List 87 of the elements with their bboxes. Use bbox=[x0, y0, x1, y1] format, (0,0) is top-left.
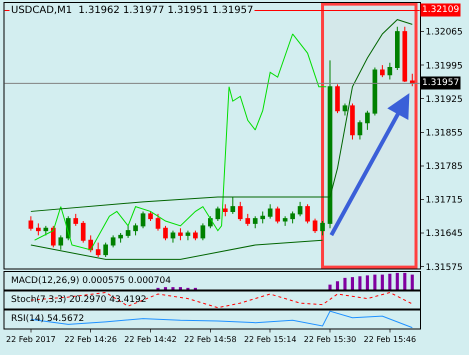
candlestick bbox=[43, 225, 48, 236]
candlestick bbox=[275, 206, 280, 224]
candlestick bbox=[126, 225, 130, 238]
candlestick bbox=[133, 222, 138, 236]
bar bbox=[388, 274, 392, 290]
bar bbox=[366, 275, 369, 290]
candlestick bbox=[200, 222, 206, 241]
candlestick bbox=[118, 232, 123, 244]
candlestick bbox=[28, 216, 34, 232]
candlestick bbox=[365, 110, 370, 130]
candlestick bbox=[80, 220, 86, 244]
x-tick-label: 22 Feb 2017 bbox=[6, 335, 56, 344]
candlestick bbox=[372, 67, 378, 116]
candlestick bbox=[328, 60, 332, 229]
y-tick-label: 1.31925 bbox=[426, 94, 463, 105]
candlestick bbox=[50, 225, 56, 248]
y-tick-label: 1.31785 bbox=[426, 162, 463, 172]
y-tick-label: 1.31575 bbox=[426, 262, 463, 273]
candlestick bbox=[58, 234, 64, 250]
bar bbox=[396, 272, 399, 290]
candlestick bbox=[298, 201, 302, 217]
candlestick bbox=[96, 242, 101, 258]
x-tick-label: 22 Feb 15:46 bbox=[364, 335, 416, 344]
candlestick bbox=[358, 120, 362, 140]
candlestick bbox=[335, 84, 340, 114]
line-series bbox=[30, 19, 413, 212]
line-series bbox=[34, 33, 327, 250]
candlestick bbox=[36, 222, 41, 236]
candlestick bbox=[305, 204, 310, 224]
candlestick bbox=[73, 213, 78, 226]
bar bbox=[336, 281, 340, 290]
candlestick bbox=[380, 64, 385, 78]
bar bbox=[171, 287, 175, 290]
bar bbox=[403, 272, 406, 290]
candlestick bbox=[260, 210, 266, 224]
candlestick bbox=[140, 210, 146, 229]
bar bbox=[373, 274, 376, 290]
x-tick-label: 22 Feb 15:30 bbox=[304, 335, 356, 344]
bar bbox=[358, 276, 362, 290]
chart-title: RSI(14) 54.5672 bbox=[11, 314, 84, 324]
bar bbox=[178, 287, 182, 290]
candlestick bbox=[186, 230, 190, 241]
bar bbox=[410, 274, 414, 290]
bar bbox=[380, 274, 384, 290]
ref-line-label: 1.32109 bbox=[422, 5, 460, 15]
y-tick-label: 1.31645 bbox=[426, 229, 463, 240]
candlestick bbox=[388, 62, 392, 80]
bar bbox=[328, 284, 332, 290]
candlestick bbox=[148, 210, 153, 222]
candlestick bbox=[394, 26, 400, 70]
candlestick bbox=[238, 201, 243, 222]
chart-title: MACD(12,26,9) 0.000575 0.000704 bbox=[11, 276, 172, 286]
candlestick bbox=[170, 230, 176, 244]
candlestick bbox=[163, 225, 168, 241]
candlestick bbox=[320, 220, 325, 236]
candlestick bbox=[350, 103, 355, 140]
candlestick bbox=[402, 26, 408, 82]
x-tick-label: 22 Feb 14:26 bbox=[64, 335, 117, 344]
candlestick bbox=[410, 73, 415, 87]
x-tick-label: 22 Feb 14:58 bbox=[184, 335, 237, 344]
candlestick bbox=[216, 206, 220, 222]
candlestick bbox=[230, 196, 236, 214]
bar bbox=[164, 287, 168, 290]
candlestick bbox=[252, 216, 258, 229]
candlestick bbox=[290, 210, 295, 224]
y-tick-label: 1.31855 bbox=[426, 128, 463, 138]
ref-line-label: 1.31957 bbox=[422, 78, 460, 88]
candlestick bbox=[103, 242, 108, 258]
bar bbox=[350, 277, 354, 290]
candlestick bbox=[342, 103, 348, 116]
x-tick-label: 22 Feb 14:42 bbox=[124, 335, 177, 344]
candlestick bbox=[282, 216, 288, 226]
bar bbox=[343, 278, 347, 290]
y-tick-label: 1.32065 bbox=[426, 28, 463, 38]
candlestick bbox=[110, 234, 116, 248]
candlestick bbox=[245, 213, 250, 226]
candlestick bbox=[156, 213, 160, 232]
x-tick-label: 22 Feb 15:14 bbox=[244, 335, 296, 344]
candlestick bbox=[312, 218, 318, 234]
candlestick bbox=[268, 204, 273, 220]
candlestick bbox=[222, 204, 228, 217]
y-tick-label: 1.31995 bbox=[426, 61, 463, 72]
chart-title: Stoch(7,3,3) 20.2970 43.4192 bbox=[11, 295, 146, 305]
candlestick bbox=[178, 228, 183, 241]
chart-title: USDCAD,M1 1.31962 1.31977 1.31951 1.31957 bbox=[11, 5, 254, 16]
y-tick-label: 1.31715 bbox=[426, 196, 463, 206]
candlestick bbox=[193, 230, 198, 241]
